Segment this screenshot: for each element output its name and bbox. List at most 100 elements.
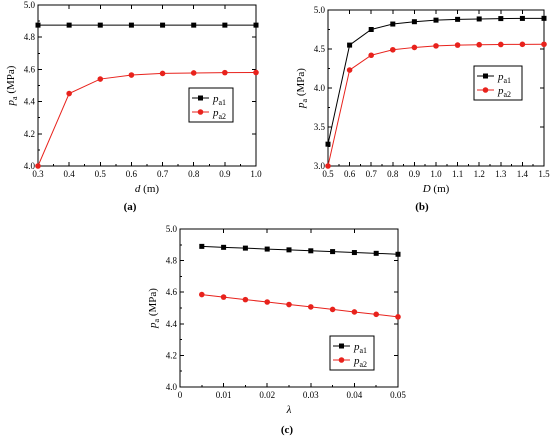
y-tick-label: 3.0 xyxy=(314,161,326,171)
x-tick-label: 0.8 xyxy=(188,169,200,179)
y-tick-label: 4.4 xyxy=(166,319,178,329)
legend-box xyxy=(473,65,523,101)
data-point xyxy=(253,69,259,76)
y-tick-label: 5.0 xyxy=(24,0,36,10)
x-tick-label: 0.8 xyxy=(387,169,399,179)
x-axis-label: d (m) xyxy=(135,183,159,195)
y-tick-label: 5.0 xyxy=(166,224,178,234)
x-tick-label: 0.5 xyxy=(95,169,107,179)
chart-panel-c: 0 0.01 0.02 0.03 0.04 0.05 4.0 4.2 4.4 4.6 4.8 5.0 λ… xyxy=(147,224,406,436)
y-axis-label: pa (MPa) xyxy=(147,288,161,329)
y-tick-label: 4.0 xyxy=(166,382,178,392)
data-point xyxy=(35,163,41,169)
x-tick-label: 0.6 xyxy=(344,169,356,179)
series-pa2 xyxy=(199,291,401,320)
data-point xyxy=(454,42,461,48)
data-point xyxy=(351,309,358,315)
series-pa1 xyxy=(199,243,401,257)
data-point xyxy=(220,294,227,300)
data-point xyxy=(35,22,41,28)
data-point xyxy=(325,141,331,147)
plot-frame xyxy=(37,4,257,167)
data-point xyxy=(498,16,504,22)
series-line xyxy=(201,294,399,318)
data-point xyxy=(222,22,228,28)
x-tick-label: 0.5 xyxy=(322,169,334,179)
legend-label: pa2 xyxy=(353,355,367,369)
data-point xyxy=(373,250,379,256)
legend-label: pa1 xyxy=(497,71,511,85)
legend-label: pa2 xyxy=(497,85,511,99)
y-tick-label: 3.5 xyxy=(314,122,326,132)
data-point xyxy=(128,22,134,28)
x-tick-label: 0.7 xyxy=(366,169,378,179)
legend-label: pa1 xyxy=(353,341,367,355)
data-point xyxy=(433,17,439,23)
data-point xyxy=(329,306,336,313)
x-tick-label: 0.9 xyxy=(219,169,231,179)
data-point xyxy=(128,72,135,78)
data-point xyxy=(351,250,357,256)
x-axis-label: D (m) xyxy=(422,183,450,195)
data-point xyxy=(347,42,353,48)
y-tick-label: 4.0 xyxy=(24,161,36,171)
data-point xyxy=(541,15,547,21)
legend-marker xyxy=(483,73,488,79)
x-tick-label: 0.03 xyxy=(303,390,319,400)
chart-panel-a: 0.3 0.4 0.5 0.6 0.7 0.8 0.9 1.0 4.0 4.2 4.4 4.6 4.8 5… xyxy=(5,0,262,213)
series-pa1 xyxy=(35,22,259,28)
data-point xyxy=(411,19,417,25)
data-point xyxy=(286,301,292,308)
panel-label: (c) xyxy=(281,424,294,436)
y-tick-label: 4.8 xyxy=(166,256,178,266)
y-tick-label: 4.2 xyxy=(166,350,177,360)
data-point xyxy=(390,21,396,27)
chart-panel-b: 0.5 0.6 0.7 0.8 0.9 1.0 1.1 1.2 1.3 1.4 1.5 3.0 3.5 4… xyxy=(295,5,550,213)
x-tick-label: 0.05 xyxy=(390,390,406,400)
data-point xyxy=(191,22,197,28)
data-point xyxy=(264,246,270,252)
legend-marker xyxy=(338,357,345,363)
x-tick-label: 1.1 xyxy=(452,169,463,179)
data-point xyxy=(199,291,205,298)
data-point xyxy=(308,248,314,254)
data-point xyxy=(498,41,504,48)
data-point xyxy=(476,16,482,22)
y-tick-label: 4.8 xyxy=(24,32,36,42)
x-tick-label: 0 xyxy=(178,390,183,400)
y-tick-label: 4.4 xyxy=(24,97,36,107)
data-point xyxy=(286,247,292,253)
x-tick-label: 0.7 xyxy=(157,169,169,179)
data-point xyxy=(325,163,331,169)
data-point xyxy=(308,304,314,310)
data-point xyxy=(159,70,166,77)
legend-box xyxy=(188,87,234,123)
data-point xyxy=(330,249,336,255)
legend-marker xyxy=(198,95,203,101)
data-point xyxy=(455,16,461,22)
legend-label: pa2 xyxy=(212,107,226,121)
y-tick-label: 5.0 xyxy=(314,5,326,15)
x-tick-label: 1.3 xyxy=(495,169,507,179)
data-point xyxy=(264,299,271,305)
y-axis-label: pa (MPa) xyxy=(5,65,19,106)
data-point xyxy=(242,245,248,251)
legend-marker xyxy=(197,109,204,115)
series-line xyxy=(327,43,545,167)
y-axis-label: pa (MPa) xyxy=(295,68,309,109)
data-point xyxy=(541,41,547,48)
y-tick-label: 4.6 xyxy=(166,287,178,297)
legend-marker xyxy=(482,87,489,93)
data-point xyxy=(242,296,249,303)
x-axis-label: λ xyxy=(286,404,292,416)
y-tick-label: 4.5 xyxy=(314,44,326,54)
data-point xyxy=(160,22,166,28)
data-point xyxy=(433,43,439,49)
x-tick-label: 1.2 xyxy=(474,169,485,179)
x-tick-label: 0.9 xyxy=(409,169,421,179)
x-tick-label: 0.4 xyxy=(64,169,76,179)
legend-box xyxy=(329,335,375,371)
data-point xyxy=(97,76,104,82)
